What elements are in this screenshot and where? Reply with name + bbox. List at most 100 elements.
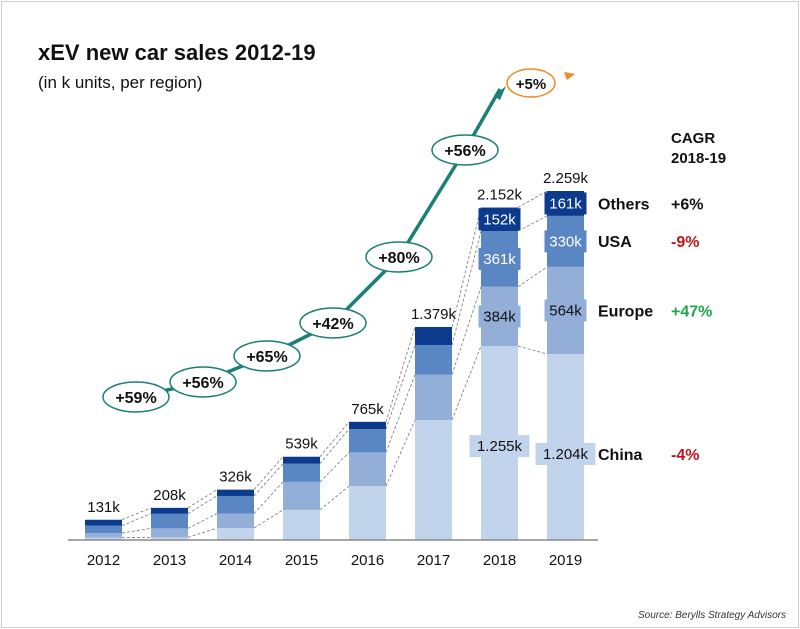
connector-line [517,215,548,232]
bar-segment-others [283,456,320,464]
x-tick-label: 2014 [219,552,252,569]
connector-line [451,345,482,421]
bar-segment-usa [283,463,320,482]
connector-line [451,286,482,375]
bar-segment-usa [349,429,386,453]
chart-subtitle: (in k units, per region) [38,73,203,92]
connector-line [253,463,284,497]
total-label: 539k [285,436,318,453]
connector-line [385,345,416,430]
total-label: 326k [219,469,252,486]
bar-segment-europe [217,513,254,529]
connector-line [385,419,416,487]
connector-line [253,456,284,490]
segment-label-bg [535,442,596,465]
connector-line [319,428,350,464]
cagr-period: 2018-19 [671,150,726,167]
connector-line [385,374,416,453]
bar-segment-europe [151,528,188,538]
cagr-value: -4% [671,447,699,464]
connector-line [121,507,152,521]
x-tick-label: 2016 [351,552,384,569]
connector-line [187,495,218,515]
bar-segment-china [151,537,188,540]
connector-line [517,266,548,288]
growth-rate-bubble [102,381,170,413]
total-label: 2.152k [477,187,523,204]
connector-line [517,345,548,355]
segment-label: 1.255k [477,438,523,455]
bar-segment-others [415,326,452,346]
segment-label-bg [478,208,521,231]
connector-line [187,527,218,538]
legend-label-europe: Europe [598,303,653,320]
connector-line [187,513,218,529]
growth-rate-label: +5% [516,76,546,93]
segment-label-bg [478,305,521,328]
segment-label: 564k [549,302,582,319]
segment-label-bg [544,230,587,253]
segment-label: 384k [483,308,516,325]
arrowhead-icon [564,72,575,80]
connector-line [451,207,482,328]
growth-rate-bubble [169,366,237,398]
connector-line [253,481,284,514]
bar-segment-others [349,421,386,430]
bar-segment-others [85,519,122,526]
source-note: Source: Berylls Strategy Advisors [637,610,786,621]
bar-segment-europe [349,452,386,487]
segment-label: 161k [549,195,582,212]
bar-segment-europe [415,374,452,420]
bar-segment-china [415,419,452,540]
growth-rate-label: +65% [246,349,287,366]
connector-line [517,190,548,208]
x-tick-label: 2017 [417,552,450,569]
connector-line [121,513,152,527]
growth-rate-label: +80% [378,250,419,267]
segment-label: 1.204k [543,446,589,463]
bar-segment-usa [85,525,122,534]
connector-line [319,452,350,483]
total-label: 208k [153,487,186,504]
connector-line [253,509,284,529]
connector-line [319,485,350,511]
growth-rate-bubble [299,307,367,339]
bar-segment-china [283,509,320,540]
segment-label: 361k [483,251,516,268]
growth-rate-bubble [233,340,301,372]
growth-rate-bubble [365,241,433,273]
cagr-value: +6% [671,196,703,213]
cagr-value: +47% [671,303,712,320]
x-tick-label: 2012 [87,552,120,569]
bar-segment-china [349,486,386,540]
segment-label: 152k [483,211,516,228]
legend-label-china: China [598,447,643,464]
growth-rate-label: +42% [312,316,353,333]
bar-segment-usa [415,345,452,375]
arrowhead-icon [494,86,506,100]
x-tick-label: 2019 [549,552,582,569]
growth-rate-label: +56% [182,375,223,392]
x-tick-label: 2015 [285,552,318,569]
bar-segment-europe [85,533,122,538]
legend-label-others: Others [598,196,650,213]
total-label: 1.379k [411,306,457,323]
cagr-value: -9% [671,234,699,251]
growth-rate-bubble [506,68,556,98]
segment-label-bg [544,299,587,322]
total-label: 2.259k [543,170,589,187]
total-label: 765k [351,401,384,418]
bar-segment-others [217,489,254,496]
bar-segment-europe [283,481,320,510]
segment-label-bg [469,435,530,458]
growth-rate-label: +56% [444,143,485,160]
connector-line [187,489,218,509]
x-tick-label: 2018 [483,552,516,569]
connector-line [385,326,416,422]
bar-segment-china [217,528,254,540]
total-label: 131k [87,499,120,516]
x-tick-label: 2013 [153,552,186,569]
legend-label-usa: USA [598,234,632,251]
